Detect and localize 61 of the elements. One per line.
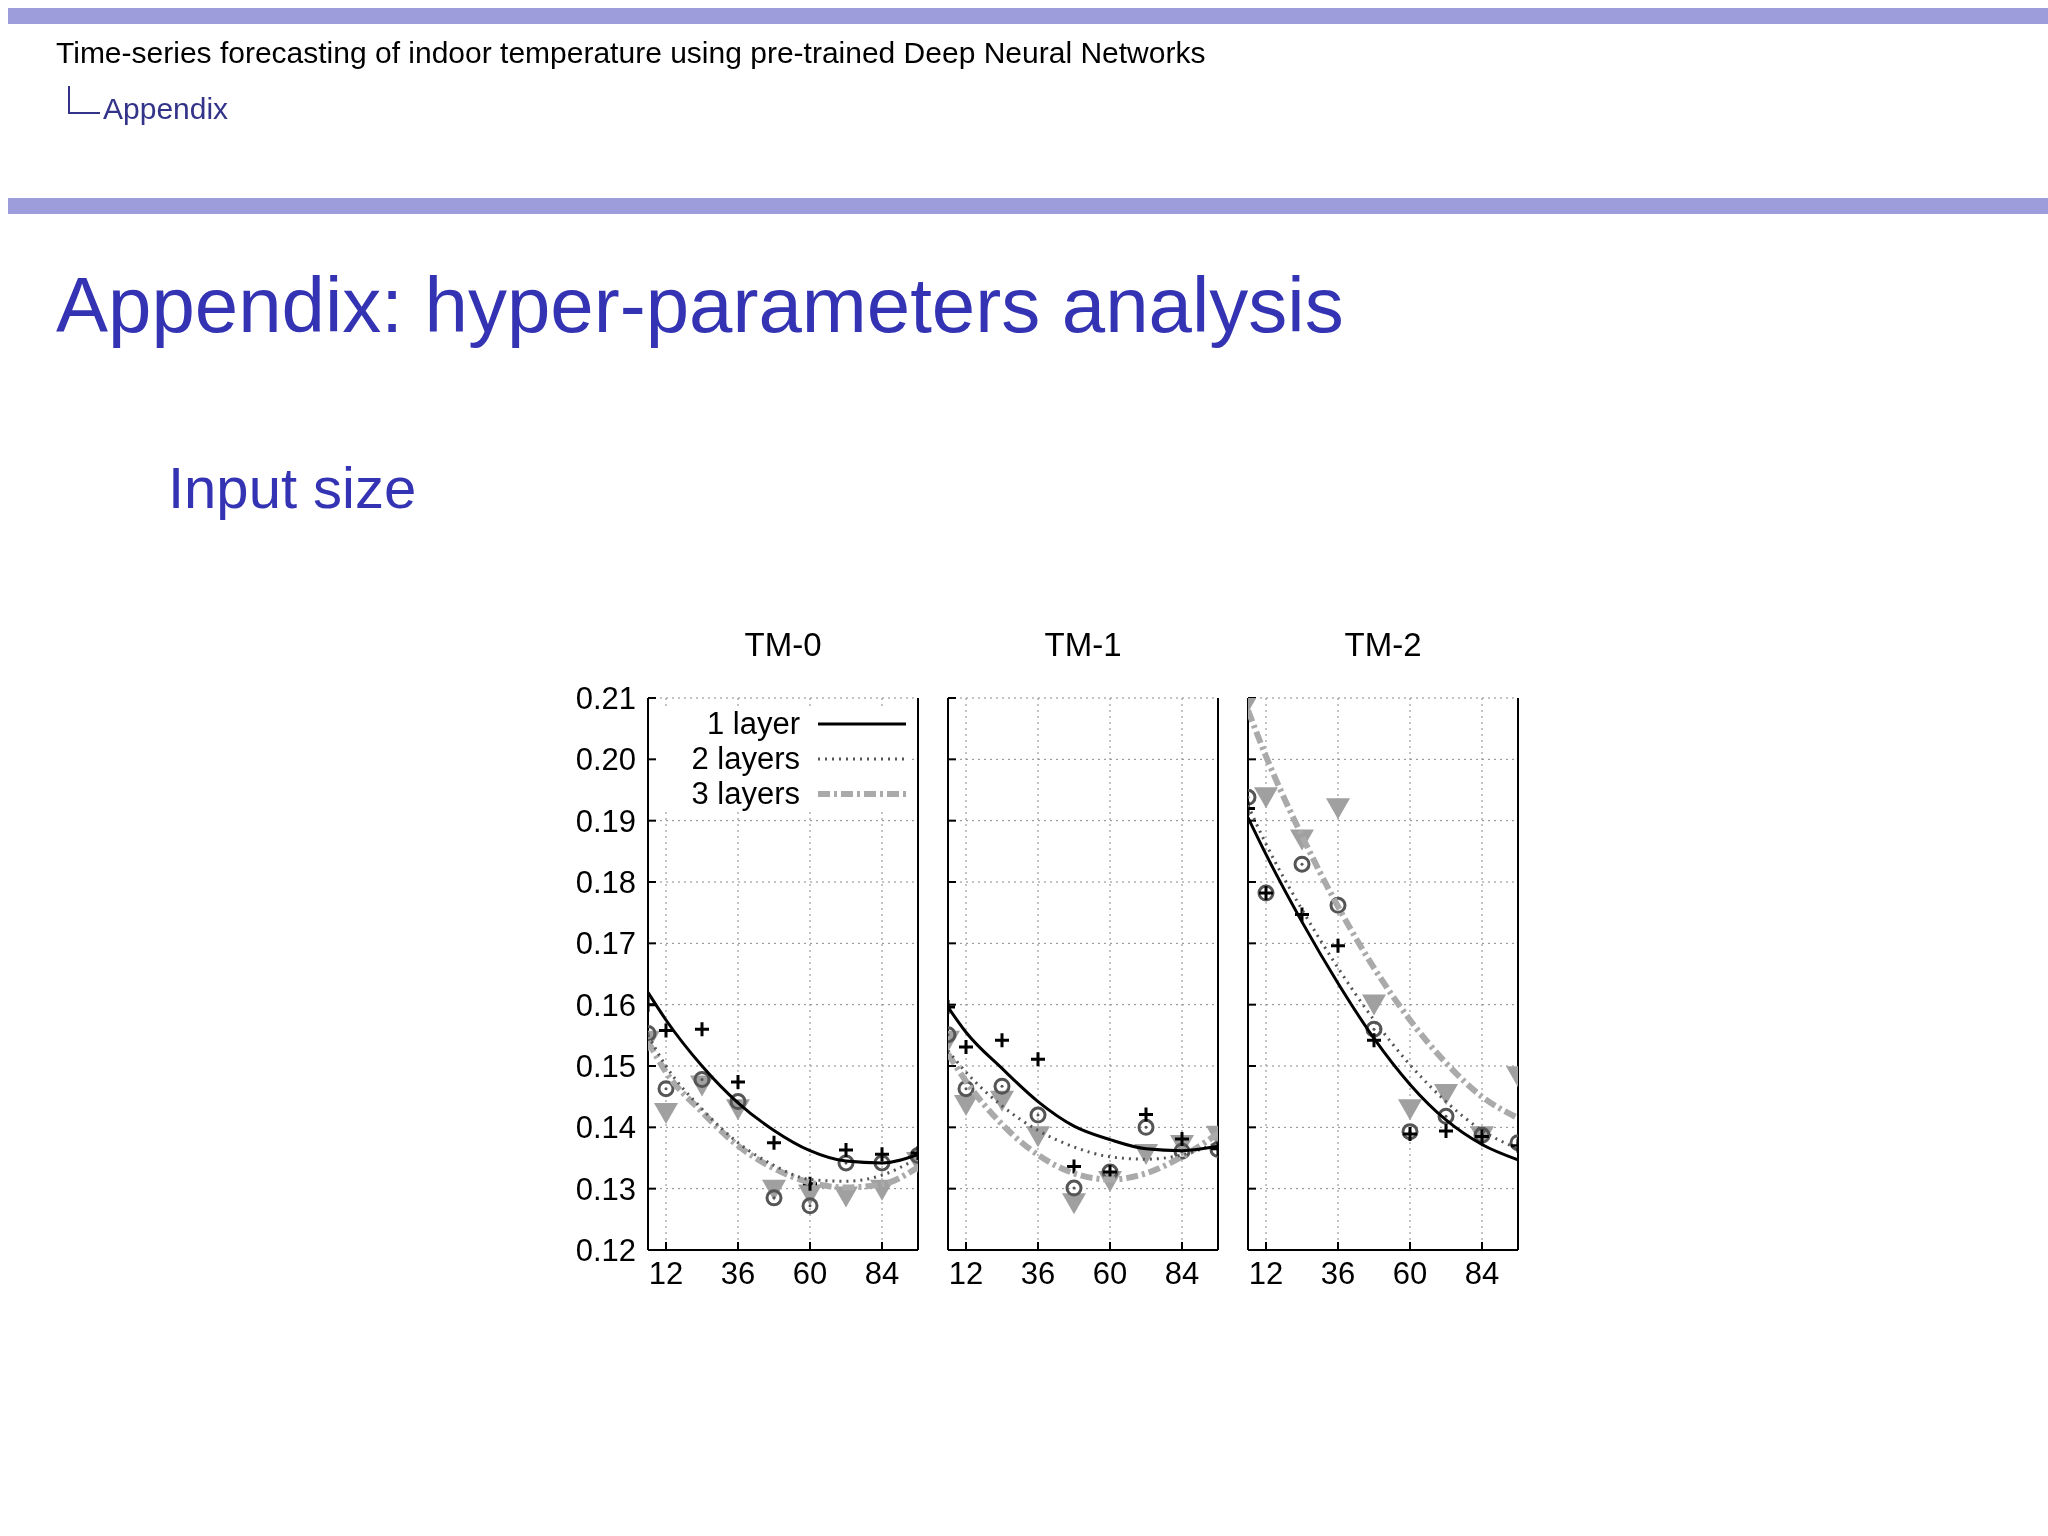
legend-label: 1 layer	[705, 705, 800, 742]
chart-title: TM-0	[743, 626, 823, 664]
point	[1365, 1031, 1383, 1049]
y-tick-label: 0.12	[575, 1233, 636, 1269]
point	[1029, 1106, 1047, 1124]
text: Appendix	[103, 92, 229, 125]
point	[1029, 1050, 1047, 1068]
y-tick-label: 0.17	[575, 926, 636, 962]
y-tick-label: 0.15	[575, 1049, 636, 1085]
point	[1437, 1122, 1455, 1140]
x-tick-label: 60	[792, 1256, 828, 1292]
point	[1293, 906, 1311, 924]
x-tick-label: 84	[1464, 1256, 1500, 1292]
point	[657, 1021, 675, 1039]
y-tick-label: 0.16	[575, 987, 636, 1023]
point	[1293, 855, 1311, 873]
point	[1065, 1179, 1083, 1197]
point	[1137, 1118, 1155, 1136]
text: Time-series forecasting of indoor temperature using pre-trained Deep Neural Networks	[56, 36, 1206, 69]
text: Appendix: hyper-parameters analysis	[56, 261, 1344, 349]
chart-title: TM-1	[1043, 626, 1123, 664]
x-tick-label: 60	[1392, 1256, 1428, 1292]
text: Input size	[168, 455, 417, 520]
x-tick-label: 36	[720, 1256, 756, 1292]
y-tick-label: 0.20	[575, 742, 636, 778]
y-tick-label: 0.18	[575, 865, 636, 901]
point	[873, 1145, 891, 1163]
point	[1254, 787, 1278, 809]
point	[1329, 937, 1347, 955]
point	[1326, 798, 1350, 820]
point	[657, 1080, 675, 1098]
legend-label: 2 layers	[690, 740, 800, 777]
point	[993, 1031, 1011, 1049]
point	[729, 1073, 747, 1091]
y-tick-label: 0.21	[575, 681, 636, 717]
point	[654, 1103, 678, 1124]
x-tick-label: 12	[1248, 1256, 1284, 1292]
chart-title: TM-2	[1343, 626, 1423, 664]
x-tick-label: 84	[864, 1256, 900, 1292]
x-tick-label: 36	[1320, 1256, 1356, 1292]
point	[1362, 994, 1386, 1016]
point	[1065, 1158, 1083, 1176]
legend-label: 3 layers	[690, 775, 800, 812]
x-tick-label: 36	[1020, 1256, 1056, 1292]
y-tick-label: 0.19	[575, 803, 636, 839]
y-tick-label: 0.14	[575, 1110, 636, 1146]
x-tick-label: 60	[1092, 1256, 1128, 1292]
point	[837, 1141, 855, 1159]
y-tick-label: 0.13	[575, 1171, 636, 1207]
point	[693, 1020, 711, 1038]
point	[1398, 1099, 1422, 1121]
x-tick-label: 12	[648, 1256, 684, 1292]
point	[1434, 1083, 1458, 1105]
point	[1137, 1105, 1155, 1123]
x-tick-label: 84	[1164, 1256, 1200, 1292]
point	[765, 1134, 783, 1152]
point	[1026, 1126, 1050, 1148]
x-tick-label: 12	[948, 1256, 984, 1292]
point	[993, 1077, 1011, 1095]
point	[957, 1038, 975, 1056]
point	[801, 1197, 819, 1215]
